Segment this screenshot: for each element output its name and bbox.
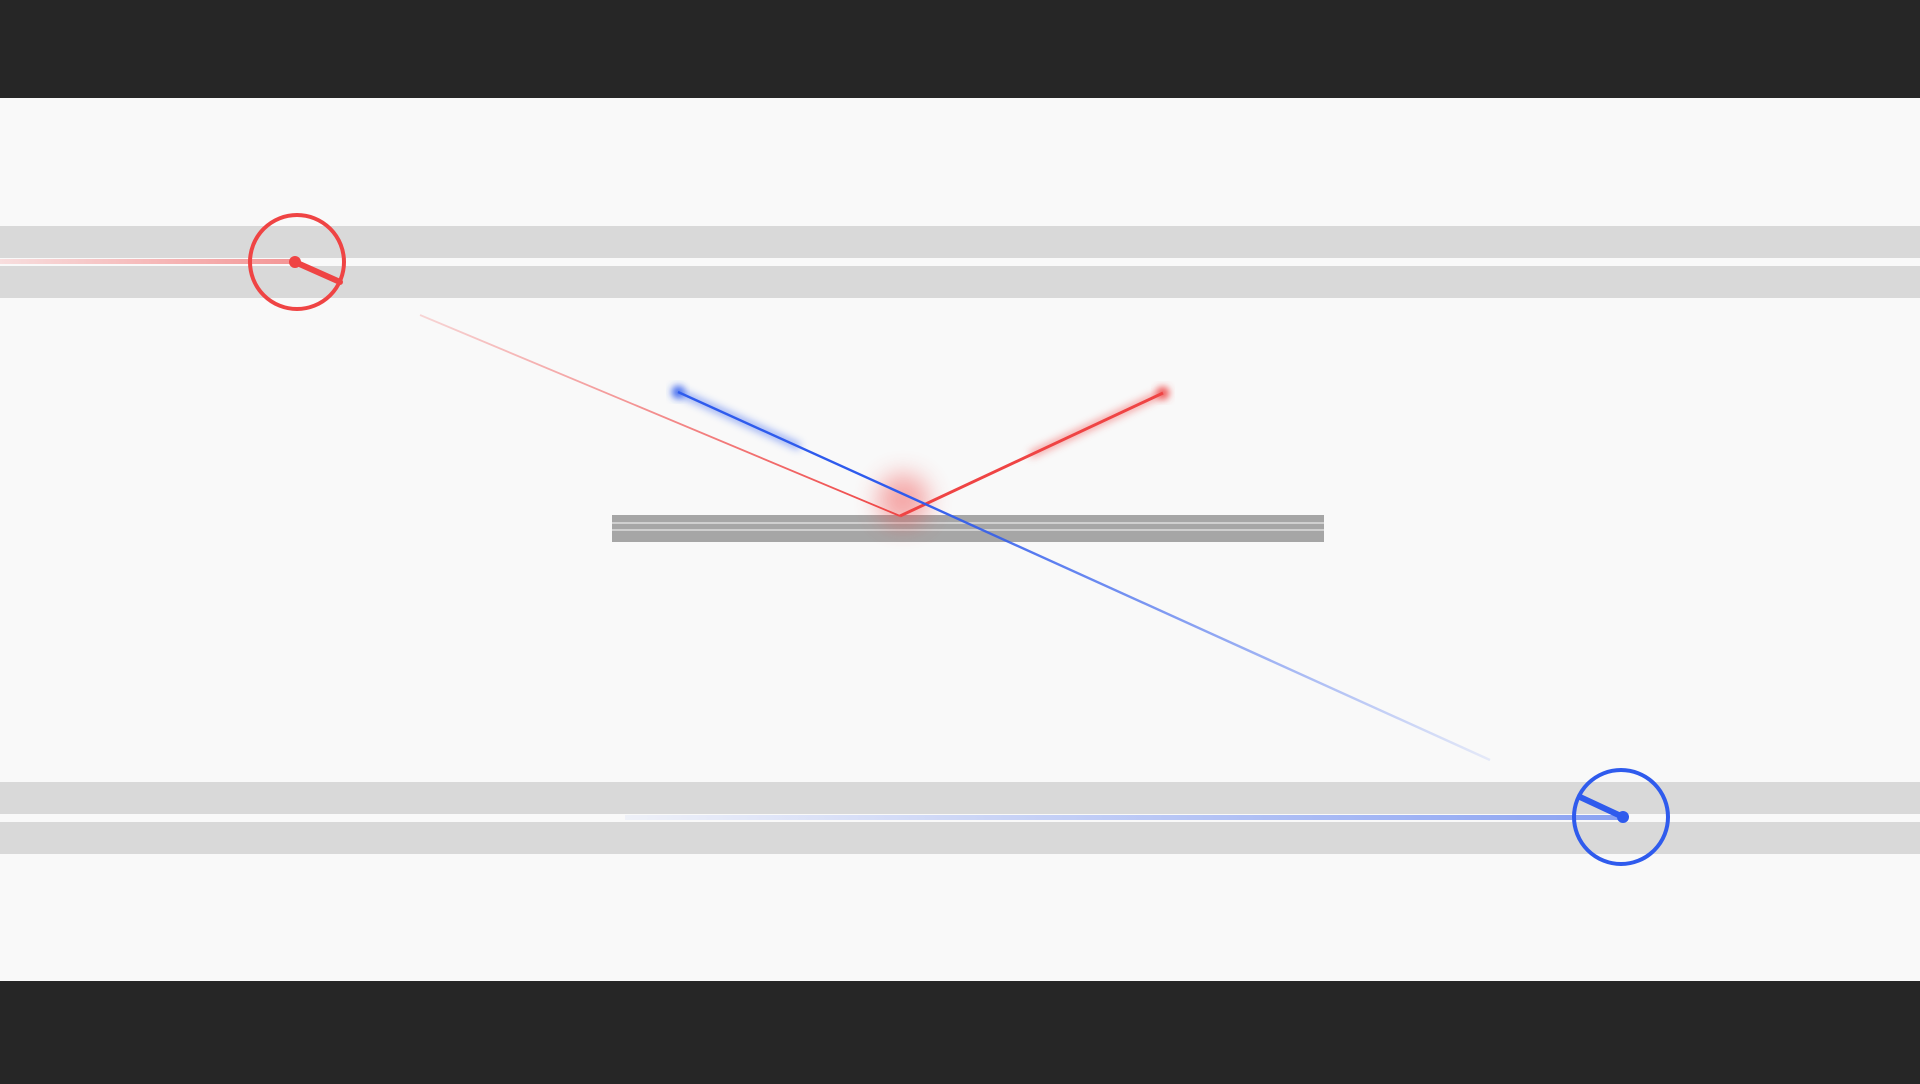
turret-icon bbox=[1572, 768, 1670, 866]
red-player[interactable] bbox=[248, 213, 346, 311]
blue-beam-tip bbox=[672, 386, 684, 398]
blue-laser-beam bbox=[672, 386, 1491, 762]
red-turret-barrel bbox=[292, 259, 343, 285]
blue-player[interactable] bbox=[1572, 768, 1670, 866]
red-turret-pivot bbox=[289, 256, 301, 268]
turret-icon bbox=[248, 213, 346, 311]
red-impact-glow bbox=[877, 474, 929, 526]
blue-turret-barrel bbox=[1577, 794, 1626, 820]
red-laser-beam bbox=[419, 314, 1169, 526]
blue-motion-trail bbox=[625, 815, 1623, 820]
bottom-lane bbox=[0, 782, 1920, 854]
red-beam-tip bbox=[1157, 387, 1169, 399]
bottom-lane-rail-upper bbox=[0, 782, 1920, 814]
red-motion-trail bbox=[0, 259, 295, 264]
reflector-platform bbox=[612, 515, 1324, 542]
blue-turret-pivot bbox=[1617, 811, 1629, 823]
bottom-lane-rail-lower bbox=[0, 822, 1920, 854]
top-lane-rail-lower bbox=[0, 266, 1920, 298]
top-lane-rail-upper bbox=[0, 226, 1920, 258]
